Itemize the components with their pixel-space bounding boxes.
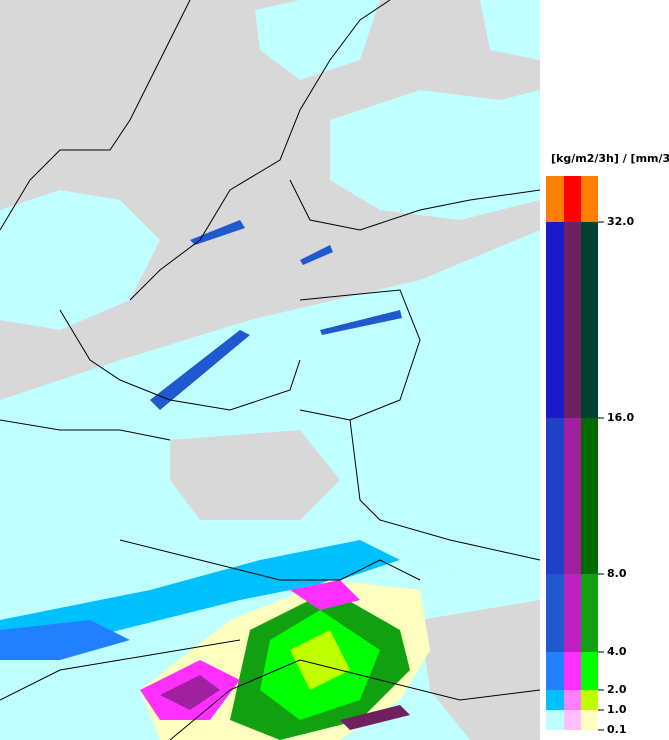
legend-tick-label: 0.1 <box>607 723 627 736</box>
legend-tick-label: 4.0 <box>607 645 627 658</box>
legend-swatch <box>564 710 582 730</box>
legend-swatch <box>564 222 582 418</box>
legend-swatch <box>581 652 598 690</box>
legend-swatch <box>546 176 564 222</box>
legend-swatch <box>546 418 564 574</box>
legend-tick-label: 8.0 <box>607 567 627 580</box>
legend-swatch <box>581 710 598 730</box>
legend-swatch <box>581 418 598 574</box>
legend-swatch <box>564 690 582 710</box>
legend-swatch <box>581 222 598 418</box>
map <box>0 0 541 740</box>
legend-tick-label: 32.0 <box>607 215 634 228</box>
legend-swatch <box>546 574 564 652</box>
legend-swatch <box>546 710 564 730</box>
legend: 32.0 16.0 8.0 4.0 2.0 1.0 0.1 <box>546 176 634 736</box>
legend-unit: [kg/m2/3h] / [mm/3h] <box>551 152 669 165</box>
legend-swatch <box>581 176 598 222</box>
legend-swatch <box>546 690 564 710</box>
legend-tick-label: 16.0 <box>607 411 634 424</box>
legend-tick-label: 1.0 <box>607 703 627 716</box>
legend-swatch <box>564 574 582 652</box>
legend-swatch <box>546 222 564 418</box>
legend-swatch <box>564 418 582 574</box>
legend-swatch <box>564 652 582 690</box>
legend-tick-label: 2.0 <box>607 683 627 696</box>
legend-swatch <box>564 176 582 222</box>
legend-swatch <box>546 652 564 690</box>
legend-swatch <box>581 574 598 652</box>
legend-swatch <box>581 690 598 710</box>
